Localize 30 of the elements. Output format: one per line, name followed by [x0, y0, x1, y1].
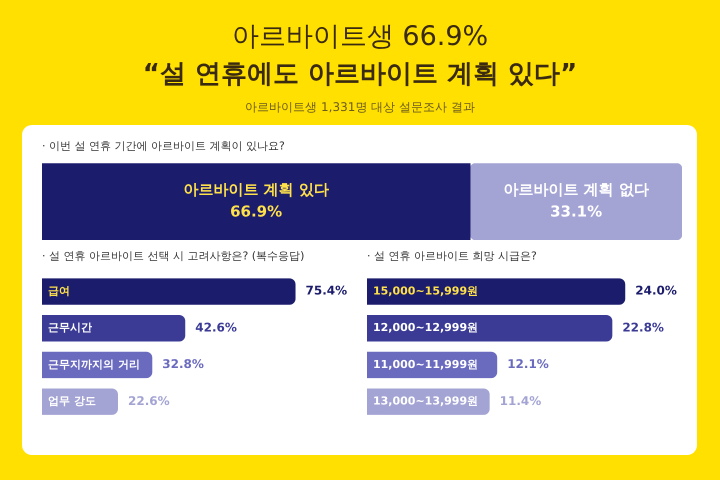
- chart-title: · 설 연휴 아르바이트 선택 시 고려사항은? (복수응답): [42, 249, 304, 262]
- data-label: 75.4%: [306, 284, 348, 298]
- text: 아르바이트생 1,331명 대상 설문조사 결과: [244, 99, 476, 116]
- y-tick-label: 12,000~12,999원: [373, 321, 478, 334]
- data-label: 32.8%: [162, 357, 204, 372]
- bar: [42, 278, 296, 305]
- data-label: 66.9%: [230, 202, 282, 220]
- data-label: 42.6%: [195, 320, 237, 334]
- data-label: 24.0%: [635, 284, 677, 298]
- text: 아르바이트생 66.9%: [230, 20, 490, 54]
- y-tick-label: 11,000~11,999원: [373, 358, 478, 371]
- y-tick-label: 근무지까지의 거리: [48, 358, 140, 371]
- data-label: 11.4%: [500, 394, 542, 408]
- data-label: 22.6%: [128, 394, 170, 408]
- data-label: 22.8%: [622, 320, 664, 334]
- y-tick-label: 13,000~13,999원: [373, 394, 478, 408]
- chart-title: · 설 연휴 아르바이트 희망 시급은?: [367, 249, 537, 262]
- y-tick-label: 급여: [48, 284, 70, 298]
- bar: [42, 315, 186, 342]
- text: “설 연휴에도 아르바이트 계획 있다”: [142, 58, 578, 91]
- data-label: 33.1%: [550, 202, 602, 220]
- bar: [367, 315, 612, 342]
- bar: [367, 278, 626, 305]
- y-tick-label: 15,000~15,999원: [373, 284, 478, 298]
- series-label: 아르바이트 계획 있다: [183, 180, 329, 198]
- y-tick-label: 근무시간: [48, 321, 92, 334]
- data-label: 12.1%: [507, 357, 549, 372]
- chart-title: · 이번 설 연휴 기간에 아르바이트 계획이 있나요?: [42, 139, 285, 152]
- series-label: 아르바이트 계획 없다: [503, 180, 649, 198]
- y-tick-label: 업무 강도: [48, 394, 96, 408]
